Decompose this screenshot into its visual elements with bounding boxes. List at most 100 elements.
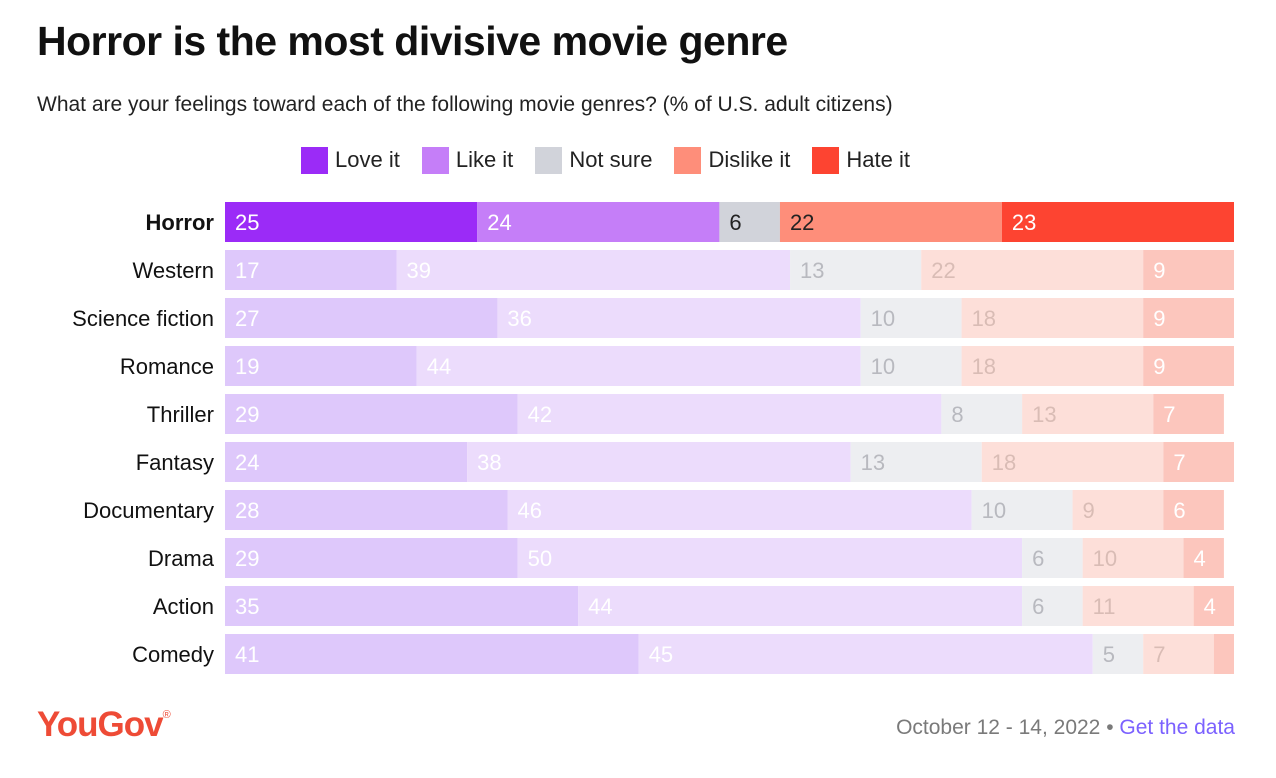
- bar-segment-action-hate-it: [1193, 586, 1234, 626]
- bar-segment-documentary-hate-it: [1163, 490, 1224, 530]
- get-the-data-link[interactable]: Get the data: [1119, 716, 1235, 739]
- bar-segment-fantasy-not-sure: [850, 442, 982, 482]
- bar-segment-thriller-dislike-it: [1022, 394, 1154, 434]
- bar-segment-action-like-it: [578, 586, 1023, 626]
- category-label-comedy: Comedy: [132, 642, 214, 667]
- value-label: 13: [1032, 402, 1056, 427]
- bar-segment-horror-love-it: [225, 202, 478, 242]
- category-label-western: Western: [132, 258, 214, 283]
- bar-segment-documentary-love-it: [225, 490, 508, 530]
- value-label: 45: [649, 642, 673, 667]
- value-label: 10: [871, 354, 895, 379]
- legend-label-love: Love it: [335, 147, 400, 172]
- bar-segment-romance-like-it: [416, 346, 861, 386]
- bar-segment-comedy-like-it: [638, 634, 1093, 674]
- value-label: 44: [588, 594, 612, 619]
- value-label: 18: [992, 450, 1016, 475]
- value-label: 11: [1093, 594, 1116, 619]
- bar-segment-romance-not-sure: [860, 346, 962, 386]
- value-label: 44: [427, 354, 451, 379]
- bar-segment-romance-love-it: [225, 346, 417, 386]
- value-label: 25: [235, 210, 259, 235]
- legend-item-hate: Hate it: [812, 146, 910, 174]
- value-label: 6: [729, 210, 741, 235]
- value-label: 6: [1032, 546, 1044, 571]
- bar-segment-fantasy-dislike-it: [981, 442, 1164, 482]
- value-label: 18: [972, 306, 996, 331]
- bar-segment-action-dislike-it: [1082, 586, 1194, 626]
- category-label-fantasy: Fantasy: [136, 450, 214, 475]
- legend-swatch-not-sure: [535, 146, 563, 174]
- legend-label-dislike: Dislike it: [708, 147, 791, 172]
- value-label: 19: [235, 354, 259, 379]
- bar-segment-science-fiction-love-it: [225, 298, 498, 338]
- bar-segment-comedy-hate-it: [1213, 634, 1234, 674]
- chart-legend: Love it Like it Not sure Dislike it Hate…: [301, 145, 910, 175]
- legend-swatch-love: [301, 146, 328, 174]
- bar-segment-fantasy-love-it: [225, 442, 468, 482]
- bar-segment-fantasy-like-it: [467, 442, 851, 482]
- bar-segment-horror-hate-it: [1001, 202, 1234, 242]
- legend-item-like: Like it: [421, 146, 514, 174]
- footer-separator: •: [1100, 716, 1120, 739]
- bar-segment-western-hate-it: [1143, 250, 1234, 290]
- stacked-bar-chart: Horror 25 24 6 22 23 Western 17 39 13 22 9 Science f…: [72, 202, 1234, 674]
- bar-segment-romance-dislike-it: [961, 346, 1144, 386]
- value-label: 4: [1204, 594, 1216, 619]
- legend-swatch-like: [421, 146, 449, 174]
- category-label-horror: Horror: [146, 210, 215, 235]
- value-label: 9: [1153, 258, 1165, 283]
- category-label-documentary: Documentary: [83, 498, 214, 523]
- value-label: 36: [507, 306, 531, 331]
- value-label: 41: [235, 642, 259, 667]
- bar-segment-western-like-it: [396, 250, 791, 290]
- logo-text: YouGov: [37, 705, 164, 744]
- legend-item-love: Love it: [301, 146, 400, 174]
- bar-segment-western-not-sure: [790, 250, 922, 290]
- bar-segment-science-fiction-hate-it: [1143, 298, 1234, 338]
- category-label-drama: Drama: [148, 546, 215, 571]
- bar-segment-thriller-hate-it: [1153, 394, 1224, 434]
- bar-segment-horror-not-sure: [719, 202, 780, 242]
- bar-segment-science-fiction-not-sure: [860, 298, 962, 338]
- value-label: 5: [1103, 642, 1115, 667]
- bar-segment-drama-like-it: [517, 538, 1023, 578]
- legend-item-dislike: Dislike it: [674, 146, 791, 174]
- category-label-romance: Romance: [120, 354, 214, 379]
- logo-registered-mark: ®: [162, 709, 171, 721]
- value-label: 13: [800, 258, 824, 283]
- bar-segment-action-not-sure: [1022, 586, 1083, 626]
- value-label: 9: [1083, 498, 1095, 523]
- value-label: 7: [1163, 402, 1175, 427]
- bar-segment-horror-like-it: [477, 202, 720, 242]
- legend-swatch-hate: [812, 146, 840, 174]
- value-label: 9: [1153, 354, 1165, 379]
- legend-swatch-dislike: [674, 146, 702, 174]
- bar-segment-action-love-it: [225, 586, 579, 626]
- bar-segment-science-fiction-like-it: [497, 298, 861, 338]
- bar-segment-documentary-dislike-it: [1072, 490, 1164, 530]
- legend-label-like: Like it: [455, 147, 514, 172]
- bar-segment-comedy-dislike-it: [1143, 634, 1214, 674]
- legend-label-hate: Hate it: [846, 147, 910, 172]
- value-label: 13: [861, 450, 885, 475]
- footer-meta: October 12 - 14, 2022 • Get the data: [896, 716, 1235, 740]
- bar-segment-fantasy-hate-it: [1163, 442, 1234, 482]
- legend-item-not-sure: Not sure: [535, 146, 652, 174]
- bar-segment-western-dislike-it: [921, 250, 1144, 290]
- value-label: 22: [931, 258, 955, 283]
- bar-segment-comedy-love-it: [225, 634, 639, 674]
- bar-segment-drama-dislike-it: [1082, 538, 1184, 578]
- bar-segment-romance-hate-it: [1143, 346, 1234, 386]
- bar-segment-documentary-not-sure: [971, 490, 1073, 530]
- bar-segment-drama-love-it: [225, 538, 518, 578]
- category-label-action: Action: [153, 594, 214, 619]
- bar-segment-comedy-not-sure: [1092, 634, 1144, 674]
- value-label: 23: [1012, 210, 1036, 235]
- value-label: 4: [1194, 546, 1206, 571]
- bar-segment-thriller-not-sure: [941, 394, 1023, 434]
- bar-segment-science-fiction-dislike-it: [961, 298, 1144, 338]
- bar-segment-drama-not-sure: [1022, 538, 1083, 578]
- bar-segment-drama-hate-it: [1183, 538, 1224, 578]
- value-label: 35: [235, 594, 259, 619]
